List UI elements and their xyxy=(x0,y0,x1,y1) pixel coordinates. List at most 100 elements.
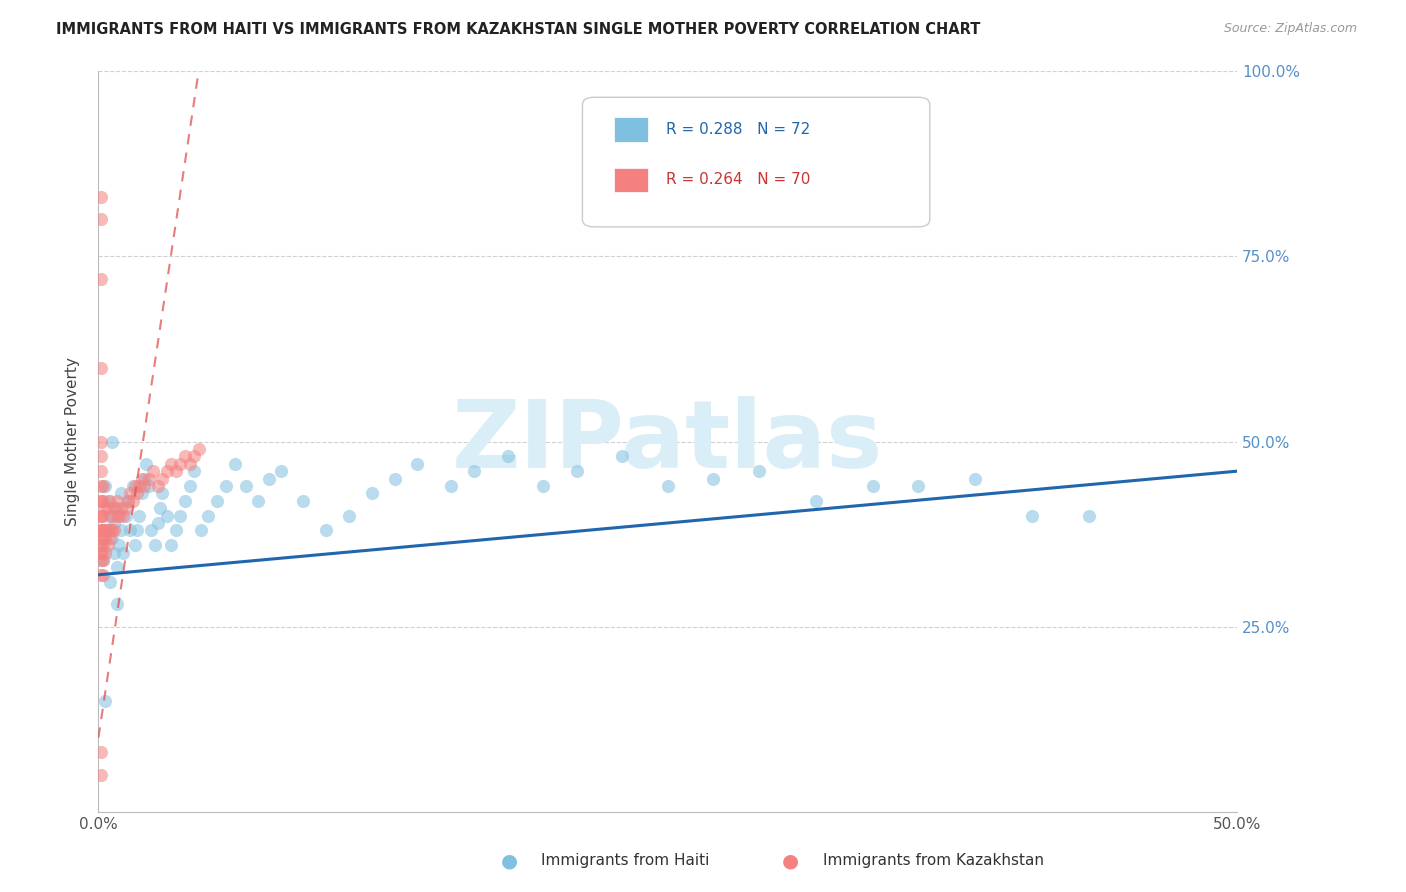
Point xyxy=(90,450,112,464)
Text: Immigrants from Kazakhstan: Immigrants from Kazakhstan xyxy=(823,854,1043,868)
Point xyxy=(110,501,132,516)
Point xyxy=(169,457,191,471)
Point xyxy=(90,746,112,760)
Point xyxy=(91,553,114,567)
Point xyxy=(121,479,143,493)
Point xyxy=(94,501,117,516)
Point xyxy=(1021,508,1043,523)
Point xyxy=(907,479,929,493)
Point xyxy=(96,501,118,516)
Point xyxy=(156,464,179,478)
Point xyxy=(862,479,884,493)
Text: IMMIGRANTS FROM HAITI VS IMMIGRANTS FROM KAZAKHSTAN SINGLE MOTHER POVERTY CORREL: IMMIGRANTS FROM HAITI VS IMMIGRANTS FROM… xyxy=(56,22,980,37)
Point xyxy=(174,493,197,508)
Text: ●: ● xyxy=(501,851,517,871)
Point xyxy=(90,464,112,478)
Point xyxy=(384,471,406,485)
Point xyxy=(183,464,205,478)
Point xyxy=(105,508,128,523)
Point xyxy=(197,508,219,523)
Point xyxy=(440,479,463,493)
Point xyxy=(112,508,135,523)
Point xyxy=(145,538,167,552)
Point xyxy=(120,524,142,538)
Point xyxy=(105,493,128,508)
Point xyxy=(337,508,360,523)
Point xyxy=(270,464,292,478)
Point xyxy=(127,486,149,500)
Point xyxy=(91,567,114,582)
Point xyxy=(96,493,118,508)
Point xyxy=(90,493,112,508)
Point xyxy=(94,546,117,560)
Text: R = 0.288   N = 72: R = 0.288 N = 72 xyxy=(665,122,810,137)
Point xyxy=(90,546,112,560)
Point xyxy=(142,464,165,478)
Point xyxy=(190,524,212,538)
Point xyxy=(90,567,112,582)
FancyBboxPatch shape xyxy=(614,117,648,142)
Point xyxy=(90,271,112,285)
Point xyxy=(103,516,125,530)
Point xyxy=(292,493,315,508)
Point xyxy=(98,508,121,523)
Text: ●: ● xyxy=(782,851,799,871)
Point xyxy=(90,190,112,204)
Point xyxy=(90,212,112,227)
Point xyxy=(131,471,153,485)
Point xyxy=(165,524,187,538)
Point xyxy=(103,501,125,516)
Point xyxy=(146,516,169,530)
Point xyxy=(91,508,114,523)
Point xyxy=(179,457,201,471)
Point xyxy=(183,450,205,464)
Point xyxy=(612,450,634,464)
Point xyxy=(1078,508,1101,523)
Point xyxy=(96,538,118,552)
Point xyxy=(90,767,112,781)
Point xyxy=(315,524,337,538)
Point xyxy=(131,486,153,500)
Point xyxy=(90,479,112,493)
Point xyxy=(117,493,139,508)
Point xyxy=(165,464,187,478)
Point xyxy=(98,531,121,545)
Point xyxy=(90,524,112,538)
Text: R = 0.264   N = 70: R = 0.264 N = 70 xyxy=(665,172,810,187)
Point xyxy=(101,531,124,545)
Point xyxy=(138,479,160,493)
Point xyxy=(127,524,149,538)
Point xyxy=(96,524,118,538)
Point xyxy=(120,486,142,500)
Point xyxy=(132,471,155,485)
Point xyxy=(531,479,554,493)
Point xyxy=(91,531,114,545)
Point xyxy=(105,560,128,574)
Point xyxy=(463,464,485,478)
Point xyxy=(90,360,112,375)
Y-axis label: Single Mother Poverty: Single Mother Poverty xyxy=(65,357,80,526)
Point xyxy=(565,464,588,478)
Point xyxy=(138,471,160,485)
Point xyxy=(91,479,114,493)
Point xyxy=(90,434,112,449)
Point xyxy=(103,524,125,538)
Point xyxy=(246,493,269,508)
Point xyxy=(90,546,112,560)
Point xyxy=(108,538,131,552)
Point xyxy=(90,553,112,567)
Point xyxy=(110,486,132,500)
Point xyxy=(90,508,112,523)
Point xyxy=(965,471,987,485)
Point xyxy=(259,471,281,485)
Point xyxy=(128,508,150,523)
Point xyxy=(124,538,146,552)
Point xyxy=(98,493,121,508)
Point xyxy=(215,479,238,493)
Point xyxy=(657,479,679,493)
Point xyxy=(406,457,429,471)
Point xyxy=(101,508,124,523)
Point xyxy=(105,598,128,612)
Point xyxy=(110,524,132,538)
Point xyxy=(91,538,114,552)
